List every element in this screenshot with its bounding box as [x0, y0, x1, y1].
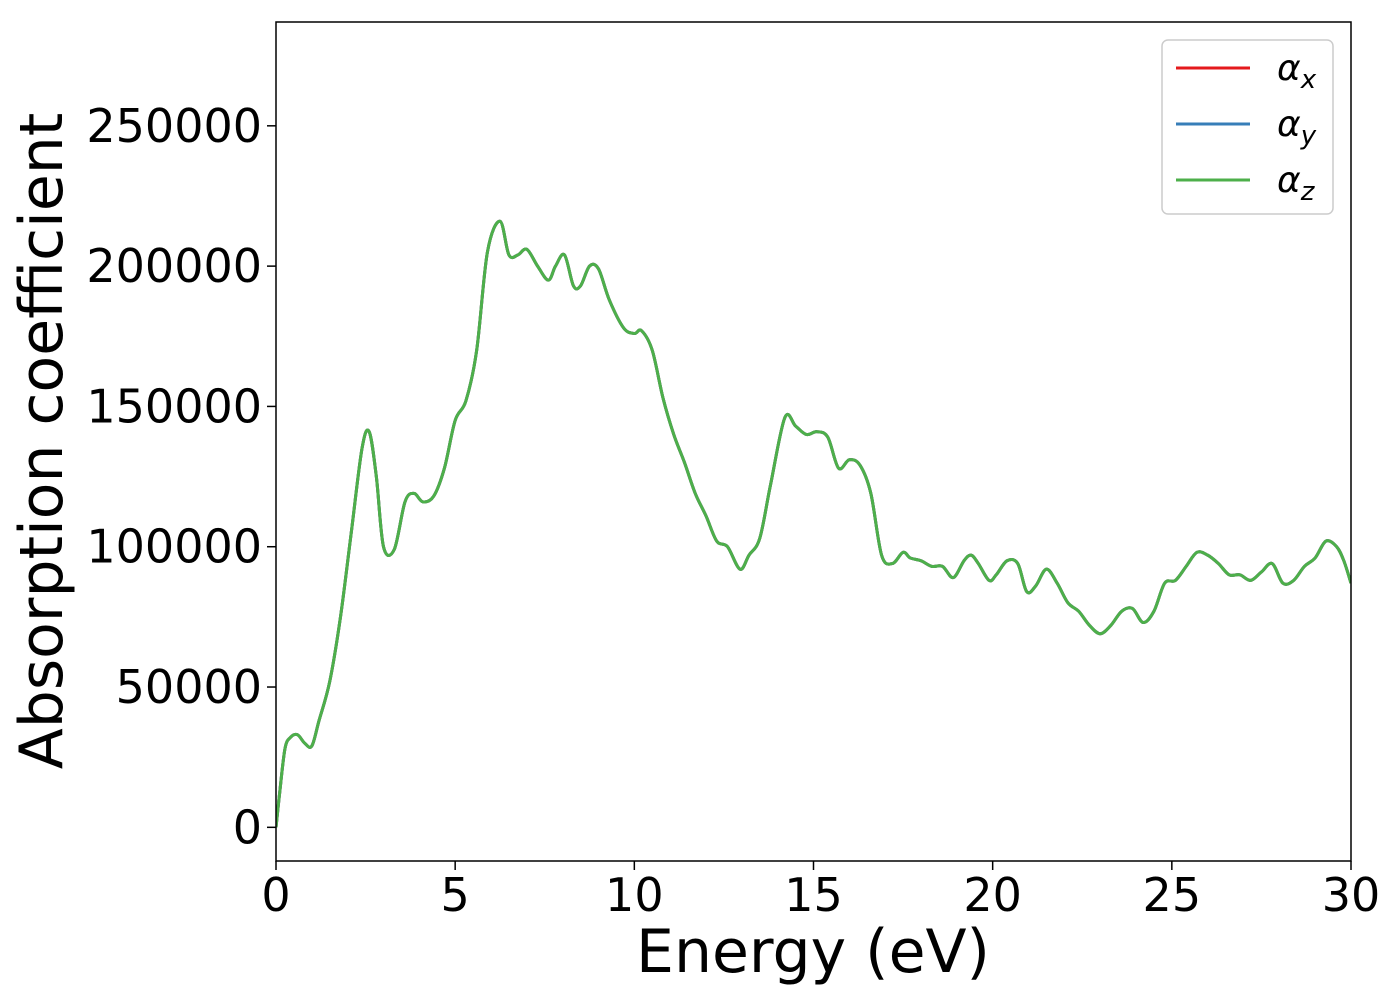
legend-box — [1161, 39, 1334, 215]
series-line-alpha-z — [276, 219, 1351, 828]
y-axis-ticks: 0 50000 100000 150000 200000 250000 — [86, 99, 276, 854]
x-axis-title: Energy (eV) — [636, 917, 990, 987]
y-tick-label: 100000 — [86, 520, 262, 574]
legend-label-alpha-x: αx — [1277, 48, 1317, 95]
x-tick-label: 0 — [261, 868, 290, 922]
y-tick-label: 150000 — [86, 379, 262, 433]
y-tick-label: 200000 — [86, 239, 262, 293]
legend-label-alpha-y: αy — [1277, 104, 1317, 151]
legend-items: αx αy αz — [1176, 48, 1317, 207]
legend-label-alpha-z: αz — [1277, 160, 1316, 207]
x-axis-ticks: 0 5 10 15 20 25 30 — [261, 861, 1380, 922]
x-tick-label: 15 — [784, 868, 843, 922]
y-tick-label: 0 — [233, 800, 262, 854]
x-tick-label: 30 — [1322, 868, 1381, 922]
x-tick-label: 10 — [605, 868, 664, 922]
x-tick-label: 25 — [1143, 868, 1202, 922]
y-tick-label: 250000 — [86, 99, 262, 153]
series-layer — [276, 219, 1351, 828]
y-tick-label: 50000 — [116, 660, 262, 714]
x-tick-label: 5 — [441, 868, 470, 922]
legend: αx αy αz — [1161, 39, 1334, 215]
x-tick-label: 20 — [963, 868, 1022, 922]
y-axis-title: Absorption coefficient — [7, 113, 77, 770]
